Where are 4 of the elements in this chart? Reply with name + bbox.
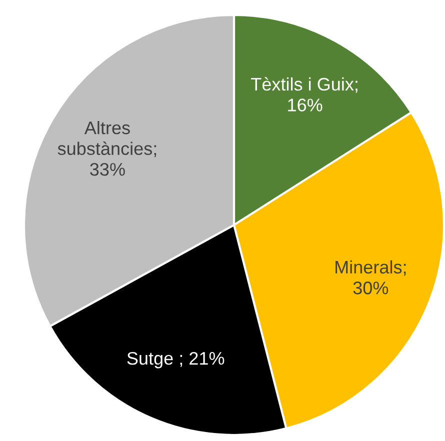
slice-label: Altres substàncies; 33% (58, 121, 156, 176)
slice-label: Sutge ; 21% (127, 352, 224, 368)
slice-label: Tèxtils i Guix; 16% (251, 77, 358, 112)
slice-label: Minerals; 30% (336, 260, 406, 294)
